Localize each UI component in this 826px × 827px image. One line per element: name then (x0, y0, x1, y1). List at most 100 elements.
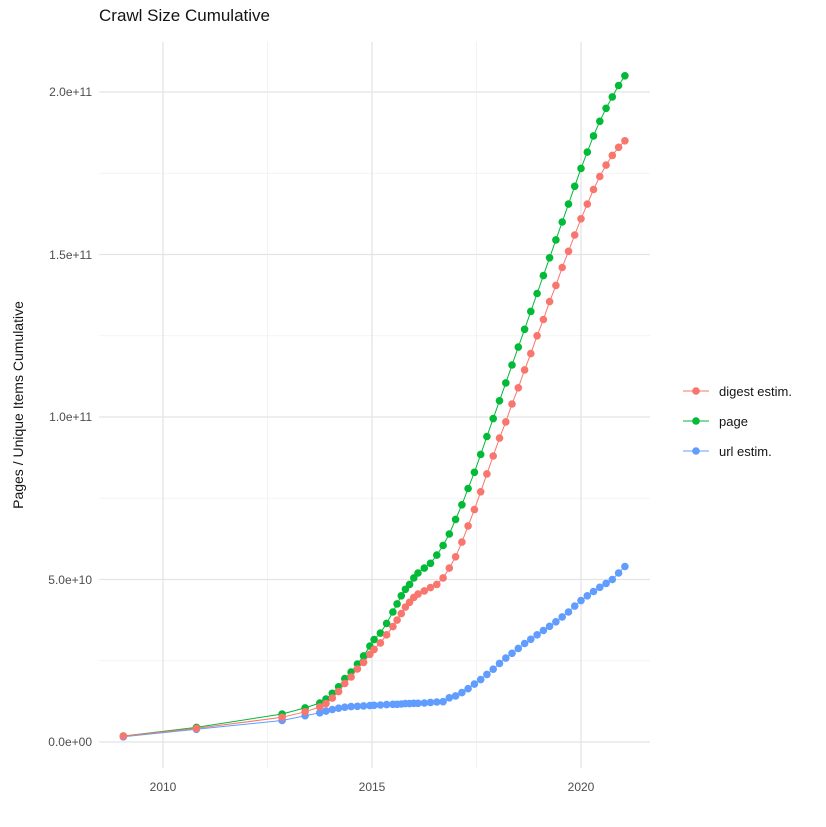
y-tick-label: 1.0e+11 (49, 410, 92, 424)
data-point-url (316, 709, 324, 717)
data-point-url (602, 579, 610, 588)
data-point-url (577, 596, 585, 605)
data-point-url (489, 665, 498, 673)
x-tick-label: 2010 (149, 780, 177, 794)
data-point-digest (458, 538, 466, 546)
legend-key-page (683, 417, 709, 425)
data-point-digest (602, 161, 610, 169)
data-point-page (508, 361, 516, 369)
y-tick-label: 0.0e+00 (48, 735, 92, 749)
data-point-url (564, 608, 573, 616)
legend-item-digest: digest estim. (681, 381, 792, 401)
data-point-digest (564, 247, 573, 256)
y-tick-label: 1.5e+11 (49, 247, 92, 262)
data-point-page (458, 501, 466, 509)
data-point-digest (433, 580, 441, 589)
data-point-digest (621, 137, 629, 145)
data-point-page (527, 307, 535, 316)
series-digest (119, 137, 629, 740)
data-point-digest (508, 400, 516, 408)
data-point-page (439, 541, 447, 550)
data-point-url (533, 631, 541, 639)
data-point-url (539, 626, 548, 635)
data-point-url (420, 699, 429, 707)
data-point-digest (316, 703, 324, 711)
data-point-digest (577, 215, 585, 223)
y-tick-label: 2.0e+11 (49, 85, 92, 99)
data-point-digest (445, 564, 454, 572)
data-point-url (483, 670, 491, 679)
data-point-page (514, 343, 523, 351)
data-point-page (558, 218, 566, 226)
data-point-page (393, 600, 401, 608)
data-point-digest (359, 658, 368, 667)
y-tick-label: 5.0e+10 (48, 572, 92, 587)
data-point-url (527, 635, 535, 644)
legend-key-url (683, 447, 709, 455)
series-page (119, 72, 629, 740)
data-point-digest (426, 583, 435, 592)
x-tick-label: 2015 (358, 780, 386, 794)
data-point-url (414, 699, 422, 708)
data-point-url (439, 697, 447, 706)
data-point-digest (328, 694, 337, 702)
data-point-page (405, 580, 414, 589)
legend-item-url: url estim. (681, 441, 792, 461)
data-point-page (420, 564, 429, 572)
data-point-page (608, 93, 617, 101)
x-tick-label: 2020 (567, 780, 595, 794)
data-point-page (382, 619, 391, 628)
data-point-page (445, 530, 454, 538)
data-point-digest (514, 384, 523, 392)
data-point-digest (439, 574, 447, 582)
legend-key-point (692, 387, 700, 395)
data-point-digest (334, 687, 343, 696)
data-point-digest (583, 200, 592, 208)
data-point-url (341, 703, 349, 711)
data-point-digest (376, 639, 385, 647)
data-point-page (602, 104, 610, 113)
data-point-url (370, 701, 378, 710)
data-point-url (552, 618, 560, 626)
data-point-digest (397, 609, 406, 618)
data-point-url (589, 587, 598, 596)
data-point-digest (483, 470, 491, 478)
legend-key-digest (683, 387, 709, 395)
data-point-page (583, 148, 592, 156)
data-point-page (426, 559, 435, 568)
data-point-digest (278, 713, 286, 722)
data-point-digest (495, 434, 504, 442)
data-point-digest (570, 231, 579, 239)
data-point-url (353, 702, 362, 711)
data-point-digest (539, 315, 548, 324)
data-point-page (414, 569, 422, 577)
data-point-digest (476, 488, 485, 496)
data-point-digest (470, 505, 479, 514)
data-point-url (621, 562, 629, 571)
data-point-page (433, 551, 441, 559)
data-point-url (359, 702, 368, 710)
data-point-page (476, 450, 485, 459)
data-point-digest (520, 366, 529, 374)
data-point-url (464, 684, 472, 693)
data-point-page (464, 484, 472, 493)
legend-key-point (692, 417, 700, 425)
data-point-page (596, 117, 604, 126)
data-point-url (451, 692, 460, 700)
data-point-page (489, 414, 498, 423)
data-point-url (520, 639, 529, 648)
data-point-page (451, 515, 460, 524)
data-point-url (328, 705, 337, 714)
data-point-url (470, 680, 479, 688)
data-point-page (577, 164, 585, 173)
legend-item-page: page (681, 411, 792, 431)
data-point-digest (382, 631, 391, 639)
data-point-digest (301, 708, 309, 716)
data-point-page (502, 379, 510, 387)
data-point-digest (414, 590, 422, 598)
data-point-page (570, 182, 579, 191)
data-point-digest (558, 263, 566, 272)
data-point-page (470, 468, 479, 477)
data-point-url (583, 592, 592, 600)
data-point-url (322, 707, 330, 715)
